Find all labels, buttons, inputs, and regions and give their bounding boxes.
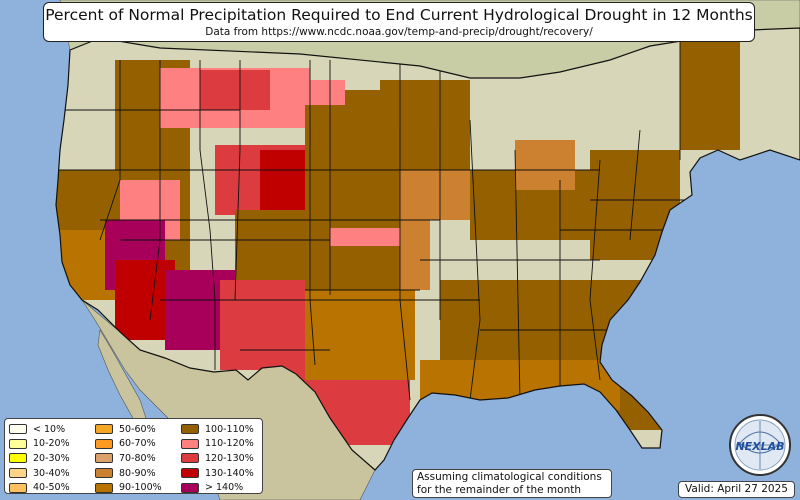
legend-label: 20-30% xyxy=(33,452,70,464)
legend-label: 110-120% xyxy=(205,438,254,450)
us-outline xyxy=(55,27,800,471)
legend-swatch xyxy=(9,468,27,479)
legend-swatch xyxy=(9,482,27,493)
legend-swatch xyxy=(9,424,27,435)
legend-swatch xyxy=(181,482,199,493)
legend-swatch xyxy=(95,424,113,435)
legend-item: 20-30% xyxy=(9,451,70,466)
legend-swatch xyxy=(95,453,113,464)
minnesota-brown xyxy=(380,80,470,170)
legend-label: 90-100% xyxy=(119,482,162,494)
legend-item: 30-40% xyxy=(9,466,70,481)
wyoming-darkred xyxy=(260,150,305,210)
legend-swatch xyxy=(181,424,199,435)
legend-label: 130-140% xyxy=(205,467,254,479)
legend-swatch xyxy=(95,482,113,493)
legend-swatch xyxy=(9,438,27,449)
legend-item: 110-120% xyxy=(181,437,254,452)
legend-label: 120-130% xyxy=(205,452,254,464)
michigan-orange xyxy=(515,140,575,190)
legend-label: 30-40% xyxy=(33,467,70,479)
legend-label: < 10% xyxy=(33,423,66,435)
legend-swatch xyxy=(181,438,199,449)
legend: < 10% 10-20% 20-30% 30-40% 40-50% 50-60% 60-7… xyxy=(4,418,263,494)
title-box: Percent of Normal Precipitation Required… xyxy=(43,2,755,42)
legend-item: 10-20% xyxy=(9,437,70,452)
legend-label: 10-20% xyxy=(33,438,70,450)
legend-label: 80-90% xyxy=(119,467,156,479)
dakota-salmon xyxy=(305,80,345,105)
legend-label: 100-110% xyxy=(205,423,254,435)
legend-column-3: 100-110% 110-120% 120-130% 130-140% > 140% xyxy=(181,422,254,495)
legend-swatch xyxy=(181,468,199,479)
map-title: Percent of Normal Precipitation Required… xyxy=(45,6,753,24)
legend-item: > 140% xyxy=(181,480,254,495)
assumption-note: Assuming climatological conditions for t… xyxy=(412,469,612,498)
legend-item: 130-140% xyxy=(181,466,254,481)
valid-date: Valid: April 27 2025 xyxy=(678,481,795,498)
assumption-note-line2: for the remainder of the month xyxy=(417,483,582,496)
legend-label: 50-60% xyxy=(119,423,156,435)
new-england-brown xyxy=(680,40,740,150)
legend-item: 60-70% xyxy=(95,437,162,452)
legend-label: 70-80% xyxy=(119,452,156,464)
nexlab-logo: NEXLAB xyxy=(729,414,791,476)
legend-item: 80-90% xyxy=(95,466,162,481)
legend-label: 60-70% xyxy=(119,438,156,450)
legend-swatch xyxy=(181,453,199,464)
legend-item: 90-100% xyxy=(95,480,162,495)
legend-item: 120-130% xyxy=(181,451,254,466)
legend-item: 70-80% xyxy=(95,451,162,466)
legend-item: < 10% xyxy=(9,422,70,437)
legend-label: 40-50% xyxy=(33,482,70,494)
nebraska-salmon xyxy=(330,228,415,246)
logo-text: NEXLAB xyxy=(735,440,784,453)
texas-brown xyxy=(305,290,415,380)
state-borders xyxy=(56,40,690,401)
map-subtitle: Data from https://www.ncdc.noaa.gov/temp… xyxy=(205,26,593,38)
assumption-note-line1: Assuming climatological conditions xyxy=(417,471,602,483)
montana-red xyxy=(200,70,270,110)
legend-item: 40-50% xyxy=(9,480,70,495)
legend-swatch xyxy=(9,453,27,464)
legend-column-2: 50-60% 60-70% 70-80% 80-90% 90-100% xyxy=(95,422,162,495)
legend-column-1: < 10% 10-20% 20-30% 30-40% 40-50% xyxy=(9,422,70,495)
legend-item: 100-110% xyxy=(181,422,254,437)
legend-label: > 140% xyxy=(205,482,244,494)
legend-swatch xyxy=(95,468,113,479)
legend-swatch xyxy=(95,438,113,449)
legend-item: 50-60% xyxy=(95,422,162,437)
southern-rockies-red xyxy=(220,280,310,370)
